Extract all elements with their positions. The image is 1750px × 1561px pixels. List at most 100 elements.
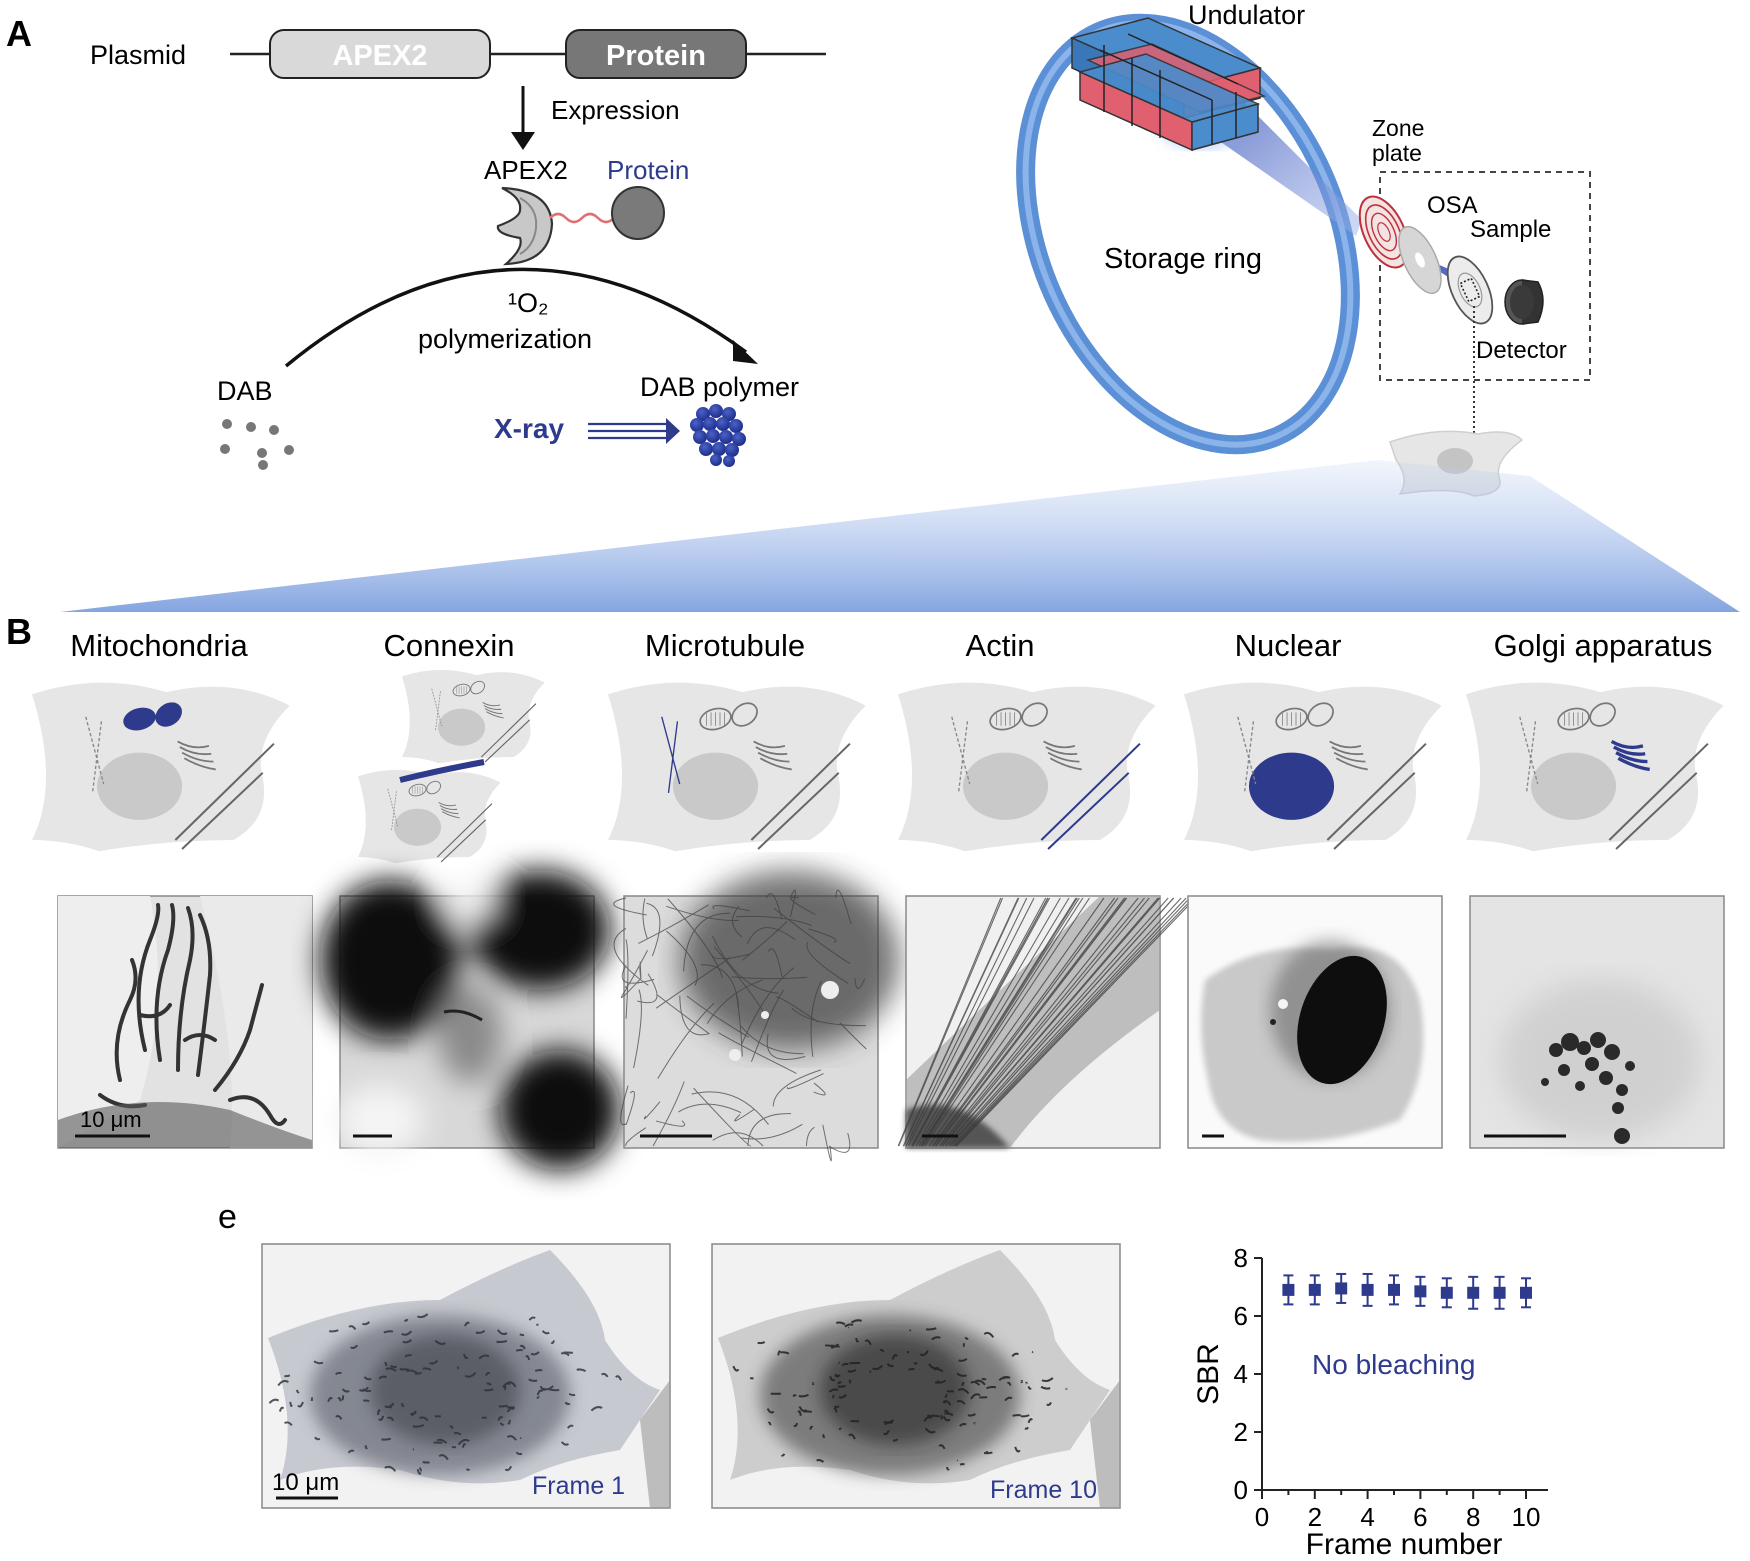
expression-arrow (511, 86, 535, 150)
title-mitochondria: Mitochondria (70, 628, 248, 663)
cell-cartoons (32, 669, 1724, 864)
zoom-projection (60, 460, 1740, 612)
sbr-chart: SBR Frame number No bleaching 0 2 4 6 8 0 2 4 6 8… (1192, 1243, 1548, 1561)
detector-icon (1504, 279, 1544, 325)
detector-label: Detector (1476, 337, 1567, 364)
data-marker (1282, 1283, 1295, 1296)
sample-holder-icon (1446, 255, 1494, 325)
panel-b: B Mitochondria Connexin Microtubule Acti… (6, 611, 1725, 1170)
sample-label: Sample (1470, 216, 1551, 243)
title-connexin: Connexin (384, 628, 515, 663)
dab-label: DAB (217, 376, 273, 406)
y-tick-label: 6 (1234, 1301, 1248, 1331)
xray-arrow (588, 418, 680, 444)
y-tick-label: 8 (1234, 1243, 1248, 1273)
scalebar-label-mitochondria: 10 μm (80, 1107, 142, 1132)
micrograph-connexin (320, 870, 620, 1170)
data-point (1440, 1277, 1453, 1309)
frame10-image: Frame 10 (711, 1243, 1121, 1509)
expression-label: Expression (551, 95, 680, 125)
frame1-label: Frame 1 (532, 1472, 625, 1500)
cell-cartoon (402, 669, 545, 764)
apex2-gene-label: APEX2 (332, 40, 427, 72)
osa-icon (1398, 225, 1442, 295)
storage-ring-label: Storage ring (1104, 243, 1262, 275)
x-tick-label: 10 (1512, 1502, 1541, 1532)
micrograph-golgi (1469, 895, 1725, 1149)
chart-axes: 0 2 4 6 8 0 2 4 6 8 10 (1234, 1243, 1548, 1532)
xray-label: X-ray (494, 413, 564, 444)
cell-cartoon (32, 682, 290, 852)
chart-marks (1282, 1272, 1532, 1310)
x-tick-label: 0 (1255, 1502, 1269, 1532)
data-marker (1414, 1285, 1427, 1298)
cell-cartoon (1184, 682, 1442, 852)
title-nuclear: Nuclear (1235, 628, 1342, 663)
polymerization-label: polymerization (418, 324, 592, 354)
data-marker (1335, 1282, 1348, 1295)
data-marker (1388, 1283, 1400, 1296)
singlet-oxygen-label: ¹O₂ (508, 288, 548, 318)
panel-b-letter: B (6, 611, 32, 652)
chart-xlabel: Frame number (1306, 1528, 1503, 1561)
title-actin: Actin (966, 628, 1035, 663)
polymerization-arrow (284, 267, 758, 368)
x-tick-label: 6 (1413, 1502, 1427, 1532)
y-tick-label: 2 (1234, 1417, 1248, 1447)
x-tick-label: 4 (1360, 1502, 1374, 1532)
scalebar-label-frame1: 10 μm (272, 1469, 339, 1496)
frame10-label: Frame 10 (990, 1476, 1097, 1504)
zone-plate-icon (1358, 195, 1410, 269)
apex2-enzyme-label: APEX2 (484, 155, 568, 185)
dab-polymer-cluster (690, 404, 746, 467)
dab-polymer-label: DAB polymer (640, 372, 799, 402)
data-marker (1467, 1286, 1480, 1299)
data-point (1493, 1275, 1506, 1310)
x-tick-label: 2 (1308, 1502, 1322, 1532)
chart-ylabel: SBR (1192, 1343, 1225, 1405)
apex2-enzyme-icon (496, 186, 554, 266)
synchrotron-diagram: Storage ring Undulator Zone plate (60, 0, 1740, 612)
data-marker (1308, 1283, 1321, 1296)
data-point (1520, 1277, 1532, 1309)
data-point (1335, 1272, 1348, 1304)
undulator-icon (1069, 17, 1267, 152)
zone-plate-label-line1: Zone (1372, 115, 1424, 141)
panel-e: e 10 μm Frame 1 Frame 10 SBR Frame numbe… (218, 1198, 1548, 1561)
data-marker (1493, 1286, 1506, 1299)
cell-cartoon (1466, 682, 1724, 852)
data-point (1282, 1274, 1295, 1306)
y-tick-label: 4 (1234, 1359, 1248, 1389)
zone-plate-label-line2: plate (1372, 140, 1422, 166)
data-point (1361, 1272, 1374, 1307)
panel-e-letter: e (218, 1198, 237, 1236)
data-point (1388, 1274, 1400, 1306)
endstation-box (1379, 171, 1591, 381)
data-point (1467, 1275, 1480, 1310)
data-marker (1440, 1286, 1453, 1299)
plasmid-label: Plasmid (90, 40, 186, 70)
y-tick-label: 0 (1234, 1475, 1248, 1505)
linker-icon (549, 212, 615, 224)
protein-gene-label: Protein (606, 40, 706, 72)
connexin-junction (399, 759, 485, 783)
protein-ball-icon (611, 186, 665, 240)
data-point (1308, 1274, 1321, 1306)
micrograph-nuclear (1187, 895, 1443, 1149)
micrograph-mitochondria: 10 μm (57, 895, 313, 1149)
undulator-label: Undulator (1188, 0, 1305, 30)
cell-cartoon (358, 769, 501, 864)
chart-annotation: No bleaching (1312, 1349, 1475, 1380)
micrograph-microtubule (613, 870, 900, 1162)
panel-a-letter: A (6, 13, 32, 54)
frame1-image: 10 μm Frame 1 (261, 1243, 671, 1509)
data-marker (1361, 1283, 1374, 1296)
panel-a: A Plasmid APEX2 Protein Expression APEX2… (6, 13, 826, 470)
title-golgi: Golgi apparatus (1494, 628, 1713, 663)
cell-cartoon (898, 682, 1156, 852)
x-tick-label: 8 (1466, 1502, 1480, 1532)
dab-monomer-dots (220, 419, 294, 470)
data-marker (1520, 1286, 1532, 1299)
osa-label: OSA (1427, 192, 1478, 219)
